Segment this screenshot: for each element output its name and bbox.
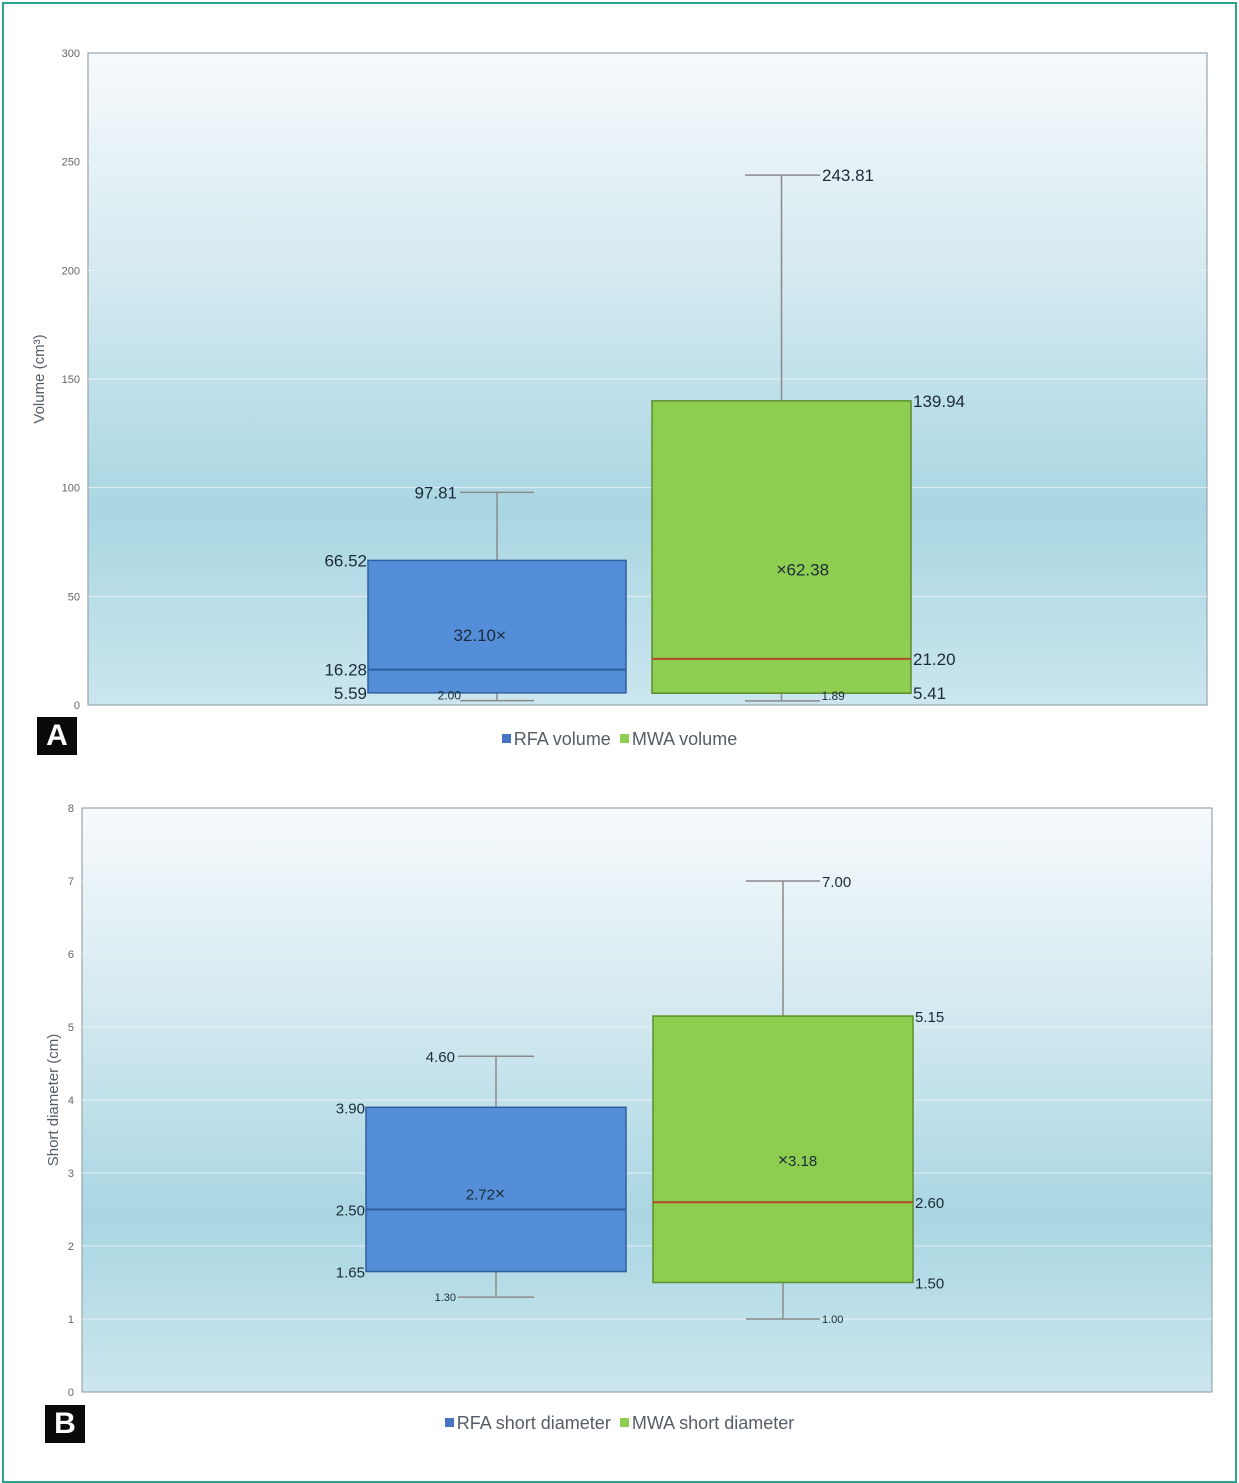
legend-label-mwa-volume: MWA volume [631, 729, 738, 749]
panel-label-b: B [45, 1405, 85, 1443]
median-label: 21.20 [913, 650, 956, 669]
min-label: 1.30 [435, 1292, 456, 1304]
legend-b: RFA short diameter MWA short diameter [0, 1413, 1239, 1434]
panel-b: 0 1 2 3 4 5 6 7 8 Short diameter (cm) 2.72 4.60 3.90… [45, 803, 1213, 1399]
y-tick-label: 250 [62, 157, 80, 169]
iqr-box [365, 1106, 627, 1273]
box-rfa: 2.72 4.60 3.90 2.50 1.65 1.30 [336, 1049, 627, 1304]
y-tick-label: 0 [68, 1387, 74, 1399]
panel-a: 0 50 100 150 200 250 300 Volume (cm³) 32.10 97.81… [31, 48, 1208, 712]
mean-label: 3.18 [788, 1153, 817, 1170]
legend-swatch-mwa [619, 733, 629, 743]
y-tick-label: 200 [62, 265, 80, 277]
legend-item-rfa-short-diameter: RFA short diameter [444, 1413, 611, 1434]
mean-label: 62.38 [787, 560, 830, 579]
mean-marker [497, 631, 505, 640]
q3-label: 66.52 [324, 551, 367, 570]
iqr-box [652, 1015, 914, 1284]
y-tick-label: 50 [68, 591, 80, 603]
legend-a: RFA volume MWA volume [0, 729, 1239, 750]
box-rfa: 32.10 97.81 66.52 16.28 5.59 2.00 [324, 483, 627, 703]
iqr-box [651, 400, 912, 694]
legend-label-rfa-volume: RFA volume [513, 729, 611, 749]
legend-swatch-mwa [619, 1417, 629, 1427]
y-tick-label: 2 [68, 1241, 74, 1253]
y-tick-label: 300 [62, 48, 80, 60]
y-tick-label: 1 [68, 1314, 74, 1326]
legend-label-rfa-short-diameter: RFA short diameter [456, 1413, 611, 1433]
y-tick-label: 4 [68, 1095, 74, 1107]
q3-label: 3.90 [336, 1100, 365, 1117]
mean-marker [496, 1189, 504, 1198]
min-label: 1.89 [822, 689, 846, 703]
legend-item-rfa-volume: RFA volume [501, 729, 611, 750]
median-label: 2.50 [336, 1203, 365, 1220]
mean-marker [777, 565, 786, 574]
iqr-box [367, 559, 627, 694]
y-tick-label: 150 [62, 374, 80, 386]
legend-label-mwa-short-diameter: MWA short diameter [631, 1413, 795, 1433]
legend-item-mwa-short-diameter: MWA short diameter [619, 1413, 795, 1434]
panel-label-a: A [37, 717, 77, 755]
mean-label: 32.10 [453, 626, 496, 645]
max-label: 7.00 [822, 874, 851, 891]
median-label: 16.28 [324, 661, 367, 680]
q1-label: 1.50 [915, 1276, 944, 1293]
y-tick-label: 6 [68, 949, 74, 961]
max-label: 97.81 [414, 483, 457, 502]
mean-marker [779, 1155, 787, 1164]
y-tick-label: 7 [68, 876, 74, 888]
y-tick-label: 8 [68, 803, 74, 815]
q1-label: 5.41 [913, 684, 946, 703]
y-tick-label: 0 [74, 700, 80, 712]
legend-item-mwa-volume: MWA volume [619, 729, 738, 750]
mean-label: 2.72 [466, 1186, 495, 1203]
y-tick-label: 3 [68, 1168, 74, 1180]
y-axis-title: Volume (cm³) [31, 334, 48, 423]
min-label: 2.00 [438, 689, 462, 703]
min-label: 1.00 [822, 1314, 843, 1326]
q1-label: 1.65 [336, 1265, 365, 1282]
y-tick-label: 5 [68, 1022, 74, 1034]
q1-label: 5.59 [334, 684, 367, 703]
y-axis-title: Short diameter (cm) [45, 1034, 62, 1167]
q3-label: 5.15 [915, 1009, 944, 1026]
q3-label: 139.94 [913, 392, 965, 411]
box-mwa: 62.38 243.81 139.94 21.20 5.41 1.89 [651, 166, 965, 703]
median-label: 2.60 [915, 1195, 944, 1212]
y-tick-label: 100 [62, 483, 80, 495]
max-label: 4.60 [426, 1049, 455, 1066]
legend-swatch-rfa [501, 733, 511, 743]
legend-swatch-rfa [444, 1417, 454, 1427]
max-label: 243.81 [822, 166, 874, 185]
box-mwa: 3.18 7.00 5.15 2.60 1.50 1.00 [652, 874, 944, 1326]
